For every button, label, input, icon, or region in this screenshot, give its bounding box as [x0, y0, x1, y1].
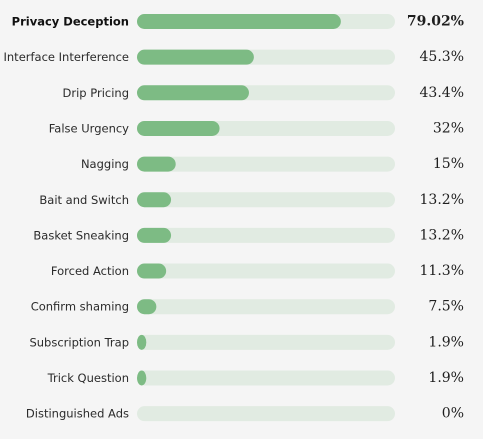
- bar-track: [137, 156, 395, 172]
- bar: [137, 156, 176, 172]
- category-label: Forced Action: [51, 264, 129, 278]
- category-label: Subscription Trap: [29, 335, 129, 349]
- data-label: 1.9%: [428, 370, 464, 386]
- data-label: 1.9%: [428, 334, 464, 350]
- bar: [137, 192, 172, 208]
- data-label: 13.2%: [420, 192, 464, 208]
- category-label: Distinguished Ads: [26, 407, 129, 421]
- bar: [137, 14, 341, 29]
- data-label: 13.2%: [420, 227, 464, 243]
- data-label: 79.02%: [407, 14, 464, 30]
- bar-track: [137, 406, 395, 422]
- bar-track: [137, 192, 395, 208]
- data-label: 15%: [433, 156, 464, 172]
- category-label: False Urgency: [49, 121, 129, 135]
- bar: [137, 334, 147, 350]
- category-label: Bait and Switch: [39, 193, 129, 207]
- data-label: 45.3%: [420, 49, 464, 65]
- category-label: Trick Question: [47, 371, 129, 385]
- category-label: Confirm shaming: [31, 300, 129, 314]
- bar: [137, 299, 157, 315]
- bar-track: [137, 370, 395, 386]
- bar-track: [137, 227, 395, 243]
- bar-track: [137, 263, 395, 279]
- data-label: 43.4%: [420, 85, 464, 101]
- data-label: 32%: [433, 120, 464, 136]
- bar-track: [137, 334, 395, 350]
- category-label: Drip Pricing: [63, 86, 130, 100]
- bar: [137, 370, 147, 386]
- bar: [137, 120, 220, 136]
- category-label: Interface Interference: [4, 50, 130, 64]
- bar: [137, 227, 172, 243]
- category-label: Privacy Deception: [12, 15, 129, 29]
- data-label: 7.5%: [428, 299, 464, 315]
- data-label: 0%: [442, 406, 464, 422]
- category-label: Basket Sneaking: [33, 228, 129, 242]
- data-label: 11.3%: [420, 263, 464, 279]
- bar: [137, 263, 167, 279]
- bar: [137, 49, 254, 65]
- category-label: Nagging: [81, 157, 129, 171]
- bar-track: [137, 299, 395, 315]
- bar: [137, 85, 249, 101]
